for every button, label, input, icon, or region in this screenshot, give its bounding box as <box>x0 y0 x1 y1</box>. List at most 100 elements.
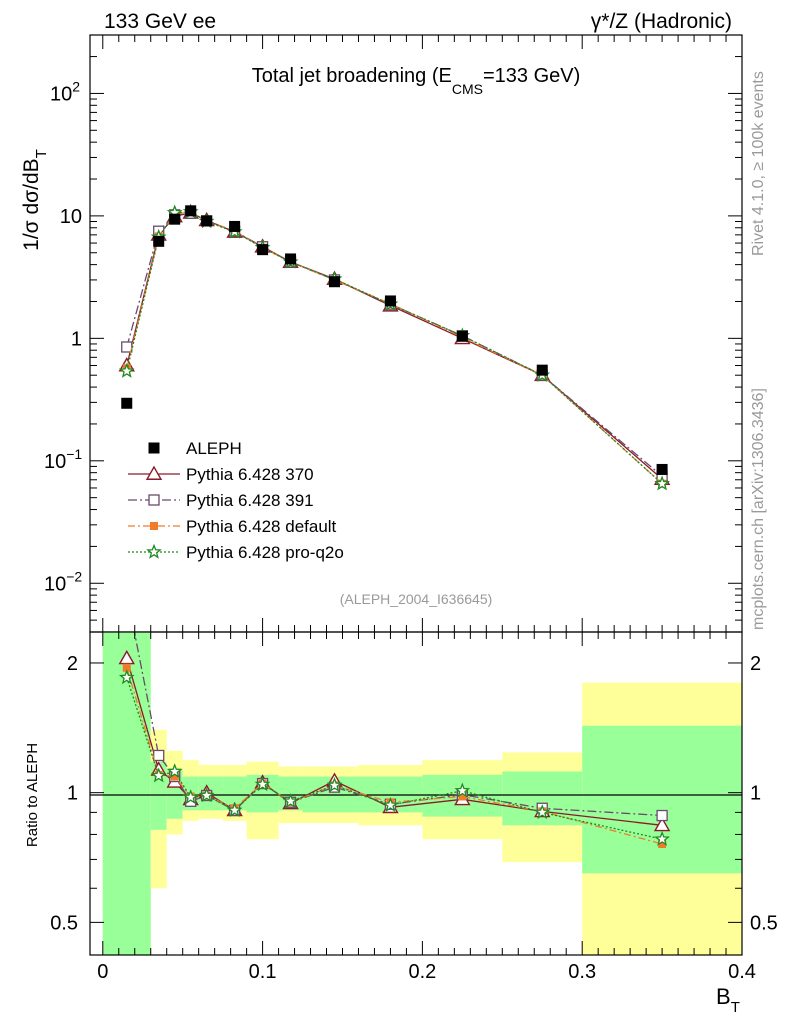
main-y-tick-label-base-3: 10 <box>44 451 66 473</box>
ratio-series-3 <box>118 669 670 846</box>
legend-entry-3: Pythia 6.428 pro-q2o <box>128 543 344 562</box>
legend-entry-data: ALEPH <box>148 439 242 458</box>
legend-marker-0 <box>145 465 163 480</box>
legend-marker-2 <box>150 522 158 530</box>
main-series-line-1 <box>126 212 663 477</box>
ratio-series-3-point-8 <box>326 777 343 793</box>
legend-label-2: Pythia 6.428 default <box>186 517 337 536</box>
legend-label-3: Pythia 6.428 pro-q2o <box>186 543 344 562</box>
data-point-5 <box>229 220 241 232</box>
data-point-12 <box>656 463 668 475</box>
ratio-bands <box>102 632 742 955</box>
main-y-label-text: 1/σ dσ/dB <box>20 158 43 250</box>
legend: ALEPH Pythia 6.428 370 Pythia 6.428 391 Pyt… <box>128 439 344 562</box>
header-left: 133 GeV ee <box>104 10 216 33</box>
x-axis-label-text: B <box>716 984 731 1009</box>
ratio-y-tick-label-2: 0.5 <box>50 912 78 934</box>
ratio-y-tick-labels: 2 2 1 1 0.5 0.5 <box>50 653 778 934</box>
ratio-y-tick-label-right-2: 0.5 <box>750 912 778 934</box>
ratio-series-3-point-1 <box>150 767 167 783</box>
main-y-tick-label-2: 1 <box>71 328 82 350</box>
ratio-series-3-point-10 <box>454 782 471 798</box>
main-y-tick-label-1: 10 <box>60 206 82 228</box>
ratio-band-green-12 <box>582 725 742 874</box>
ratio-series-3-point-5 <box>226 802 243 818</box>
data-point-6 <box>257 244 269 256</box>
main-y-tick-label-base-0: 10 <box>50 83 72 105</box>
data-point-0 <box>121 397 133 409</box>
legend-marker-data <box>148 442 160 454</box>
data-point-10 <box>456 330 468 342</box>
ratio-series-3-point-11 <box>534 804 551 820</box>
data-point-11 <box>536 364 548 376</box>
main-y-tick-label-4: 10−2 <box>44 568 82 595</box>
main-series-3-point-0 <box>118 362 135 378</box>
main-y-tick-label-base-2: 1 <box>71 328 82 350</box>
data-point-2 <box>169 213 181 225</box>
ratio-marks <box>118 632 671 849</box>
data-point-3 <box>185 205 197 217</box>
ratio-frame <box>89 631 743 956</box>
ratio-series-3-point-2 <box>166 763 183 779</box>
analysis-id: (ALEPH_2004_I636645) <box>340 591 493 607</box>
ratio-series-0-point-12 <box>653 816 671 832</box>
main-y-label: 1/σ dσ/dBT <box>20 149 50 251</box>
ratio-x-tick-labels: 0 0.1 0.2 0.3 0.4 <box>97 961 756 983</box>
legend-entry-1: Pythia 6.428 391 <box>128 491 314 510</box>
ratio-series-3-point-4 <box>198 787 215 803</box>
main-y-tick-label-exp-3: −1 <box>66 446 82 462</box>
main-title-main: Total jet broadening (E <box>252 65 452 87</box>
data-point-8 <box>329 276 340 288</box>
ratio-band-green-0 <box>102 632 151 955</box>
ratio-series-2-point-10 <box>458 792 467 801</box>
ratio-x-tick-label-1: 0.1 <box>249 961 277 983</box>
main-series-3-point-12 <box>654 475 670 491</box>
main-series-1-point-0 <box>121 341 133 353</box>
ratio-y-label: Ratio to ALEPH <box>24 743 41 847</box>
ratio-series-3-point-0 <box>118 669 135 685</box>
ratio-series-3-point-3 <box>182 789 199 805</box>
mcplots-label: mcplots.cern.ch [arXiv:1306.3436] <box>750 388 767 630</box>
main-y-tick-label-3: 10−1 <box>44 446 82 473</box>
ratio-series-1-point-12 <box>656 809 668 822</box>
ratio-ticks <box>90 632 743 955</box>
legend-marker-3 <box>146 543 162 559</box>
rivet-label: Rivet 4.1.0, ≥ 100k events <box>750 71 767 256</box>
legend-label-0: Pythia 6.428 370 <box>186 465 314 484</box>
ratio-series-3-point-6 <box>254 776 271 792</box>
ratio-series-0-point-0 <box>118 649 135 665</box>
main-y-label-sub: T <box>33 149 50 158</box>
header-right: γ*/Z (Hadronic) <box>591 10 732 33</box>
main-y-tick-label-base-4: 10 <box>44 573 66 595</box>
legend-label-1: Pythia 6.428 391 <box>186 491 314 510</box>
ratio-series-2-point-12 <box>658 840 667 849</box>
ratio-x-tick-label-4: 0.4 <box>728 961 756 983</box>
ratio-series-3-point-9 <box>382 796 399 812</box>
ratio-series-1-point-1 <box>153 749 165 762</box>
data-point-1 <box>153 235 165 247</box>
main-data-points <box>121 205 668 475</box>
x-axis-label-sub: T <box>731 999 740 1016</box>
ratio-x-tick-label-3: 0.3 <box>568 961 596 983</box>
ratio-y-tick-label-right-1: 1 <box>750 783 761 805</box>
data-point-9 <box>384 295 396 307</box>
data-point-7 <box>285 253 297 265</box>
main-title-tail: =133 GeV) <box>483 65 580 87</box>
ratio-series-3-point-12 <box>654 830 670 846</box>
main-y-tick-label-0: 102 <box>50 78 80 105</box>
main-y-tick-label-base-1: 10 <box>60 206 82 228</box>
ratio-x-tick-label-0: 0 <box>97 961 108 983</box>
ratio-x-tick-label-2: 0.2 <box>408 961 436 983</box>
x-axis-label: BT <box>716 984 740 1016</box>
main-y-tick-label-exp-4: −2 <box>66 568 82 584</box>
main-title-sub: CMS <box>452 81 483 97</box>
ratio-panel: 2 21 10.5 0.5 0 0.1 0.2 0.3 0.4 Ratio to ALEPH … <box>24 631 778 1016</box>
main-title: Total jet broadening (ECMS=133 GeV) <box>252 65 581 97</box>
main-ticks <box>90 34 743 633</box>
ratio-y-tick-label-right-0: 2 <box>750 653 761 675</box>
ratio-band-green-5 <box>222 776 247 811</box>
ratio-series-2-point-2 <box>170 772 179 781</box>
